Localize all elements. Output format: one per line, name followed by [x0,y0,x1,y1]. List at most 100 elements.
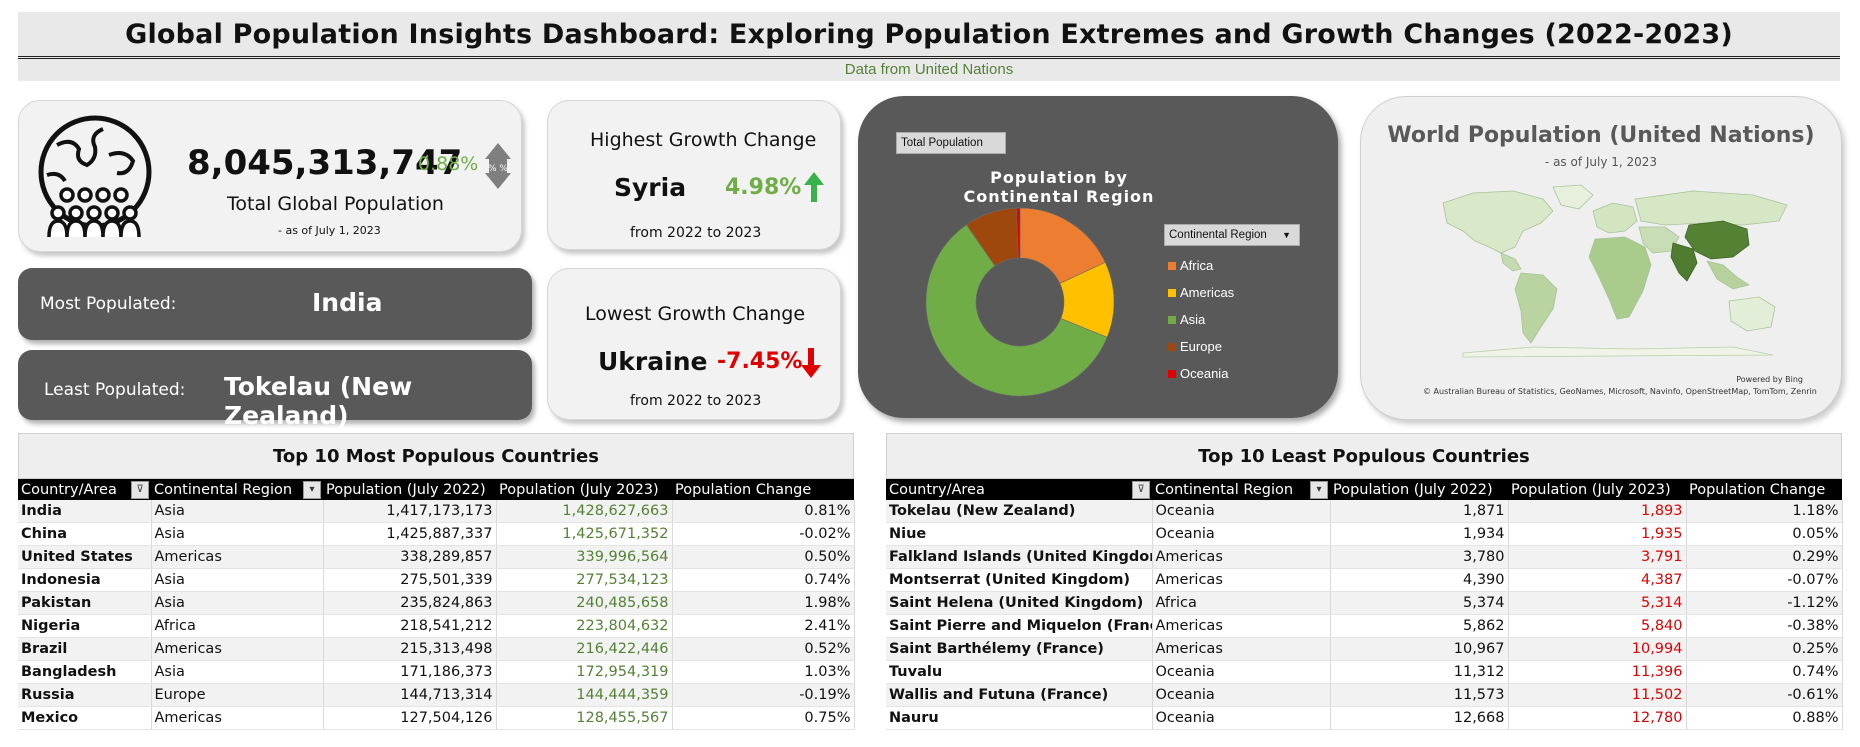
continental-region-filter-label: Continental Region [1169,229,1267,241]
cell-population-2023: 3,791 [1508,545,1687,569]
cell-population-2022: 127,504,126 [323,706,497,730]
column-header-label: Population (July 2023) [1511,481,1671,498]
cell-region: Africa [1152,591,1331,615]
table-header-row: Country/Area ⊽ Continental Region ▾ Populati… [886,479,1842,500]
table-row[interactable]: Saint Helena (United Kingdom) Africa 5,374… [886,591,1843,615]
cell-region: Africa [151,614,324,638]
dashboard-subtitle: Data from United Nations [18,59,1840,81]
donut-slice-asia[interactable] [925,224,1108,397]
cell-country: China [18,522,152,546]
most-populous-table: Country/Area ⊽ Continental Region ▾ Populati… [18,479,855,730]
cell-population-change: 0.25% [1686,637,1843,661]
cell-country: Nigeria [18,614,152,638]
cell-country: Indonesia [18,568,152,592]
table-row[interactable]: United States Americas 338,289,857 339,996,… [18,545,855,569]
filter-dropdown-icon[interactable]: ▾ [303,481,321,499]
column-header-continental-region[interactable]: Continental Region ▾ [151,479,323,500]
table-row[interactable]: Tokelau (New Zealand) Oceania 1,871 1,893 1.… [886,500,1843,523]
cell-population-change: 0.75% [672,706,855,730]
column-header-country-area[interactable]: Country/Area ⊽ [886,479,1152,500]
table-row[interactable]: Nigeria Africa 218,541,212 223,804,632 2.41% [18,614,855,638]
legend-item-europe: Europe [1168,333,1234,360]
cell-population-2023: 1,425,671,352 [496,522,673,546]
globe-people-icon [38,115,152,238]
table-row[interactable]: China Asia 1,425,887,337 1,425,671,352 -0.02… [18,522,855,546]
cell-region: Asia [151,660,324,684]
lowest-growth-period: from 2022 to 2023 [630,393,762,409]
map-africa [1588,236,1652,320]
most-populated-card: Most Populated: India [18,268,532,340]
table-row[interactable]: Wallis and Futuna (France) Oceania 11,573 1… [886,683,1843,707]
arrow-down-icon [801,348,821,378]
table-row[interactable]: Brazil Americas 215,313,498 216,422,446 0.52… [18,637,855,661]
cell-population-2022: 215,313,498 [323,637,497,661]
legend-swatch [1168,315,1176,324]
table-row[interactable]: Falkland Islands (United Kingdom) America… [886,545,1843,569]
cell-population-2023: 5,840 [1508,614,1687,638]
legend-item-oceania: Oceania [1168,360,1234,387]
cell-population-2023: 1,935 [1508,522,1687,546]
cell-region: Oceania [1152,660,1331,684]
cell-region: Europe [151,683,324,707]
cell-population-2023: 1,428,627,663 [496,500,673,523]
cell-region: Oceania [1152,706,1331,730]
lowest-growth-value: -7.45% [717,349,803,374]
donut-chart [925,207,1115,397]
table-row[interactable]: Nauru Oceania 12,668 12,780 0.88% [886,706,1843,730]
column-header-continental-region[interactable]: Continental Region ▾ [1152,479,1330,500]
cell-country: Bangladesh [18,660,152,684]
most-populated-label: Most Populated: [40,294,177,314]
table-row[interactable]: India Asia 1,417,173,173 1,428,627,663 0.81% [18,500,855,523]
highest-growth-country: Syria [614,173,687,202]
table-row[interactable]: Montserrat (United Kingdom) Americas 4,390… [886,568,1843,592]
filter-sort-icon[interactable]: ⊽ [131,481,149,499]
world-map[interactable] [1403,181,1803,361]
cell-country: Niue [886,522,1153,546]
table-row[interactable]: Saint Pierre and Miquelon (France) Americ… [886,614,1843,638]
cell-country: Russia [18,683,152,707]
table-row[interactable]: Russia Europe 144,713,314 144,444,359 -0.19% [18,683,855,707]
cell-population-change: 1.03% [672,660,855,684]
table-row[interactable]: Saint Barthélemy (France) Americas 10,967 1… [886,637,1843,661]
column-header-country-area[interactable]: Country/Area ⊽ [18,479,151,500]
cell-population-change: -0.19% [672,683,855,707]
cell-population-change: 0.52% [672,637,855,661]
donut-slice-oceania[interactable] [1016,207,1021,259]
filter-dropdown-icon[interactable]: ▾ [1310,481,1328,499]
cell-region: Asia [151,500,324,523]
table-row[interactable]: Niue Oceania 1,934 1,935 0.05% [886,522,1843,546]
map-date: - as of July 1, 2023 [1544,155,1658,169]
cell-population-2023: 216,422,446 [496,637,673,661]
table-row[interactable]: Tuvalu Oceania 11,312 11,396 0.74% [886,660,1843,684]
cell-region: Asia [151,591,324,615]
legend-label: Europe [1180,339,1222,354]
table-row[interactable]: Indonesia Asia 275,501,339 277,534,123 0.74% [18,568,855,592]
cell-population-change: 0.50% [672,545,855,569]
column-header-label: Population (July 2023) [499,481,659,498]
continental-region-filter[interactable]: Continental Region ▼ [1164,224,1300,246]
cell-population-change: 0.74% [672,568,855,592]
cell-population-2022: 10,967 [1330,637,1509,661]
cell-region: Oceania [1152,683,1331,707]
table-row[interactable]: Pakistan Asia 235,824,863 240,485,658 1.98% [18,591,855,615]
table-row[interactable]: Mexico Americas 127,504,126 128,455,567 0.75… [18,706,855,730]
cell-region: Americas [151,706,324,730]
total-population-card: 8,045,313,747 0.88% % % Total Global Pop… [18,100,522,252]
cell-population-change: -0.61% [1686,683,1843,707]
cell-population-2023: 4,387 [1508,568,1687,592]
cell-country: Saint Pierre and Miquelon (France) [886,614,1153,638]
total-population-value: 8,045,313,747 [187,143,463,183]
cell-population-2023: 1,893 [1508,500,1687,523]
cell-country: Wallis and Futuna (France) [886,683,1153,707]
table-row[interactable]: Bangladesh Asia 171,186,373 172,954,319 1.03… [18,660,855,684]
cell-population-2022: 1,934 [1330,522,1509,546]
cell-population-2022: 1,425,887,337 [323,522,497,546]
cell-population-2022: 11,573 [1330,683,1509,707]
filter-sort-icon[interactable]: ⊽ [1132,481,1150,499]
cell-population-change: 0.74% [1686,660,1843,684]
total-population-field-button[interactable]: Total Population [896,132,1006,154]
cell-region: Americas [151,545,324,569]
cell-population-2022: 218,541,212 [323,614,497,638]
cell-population-change: 2.41% [672,614,855,638]
map-middle-east [1638,226,1680,254]
